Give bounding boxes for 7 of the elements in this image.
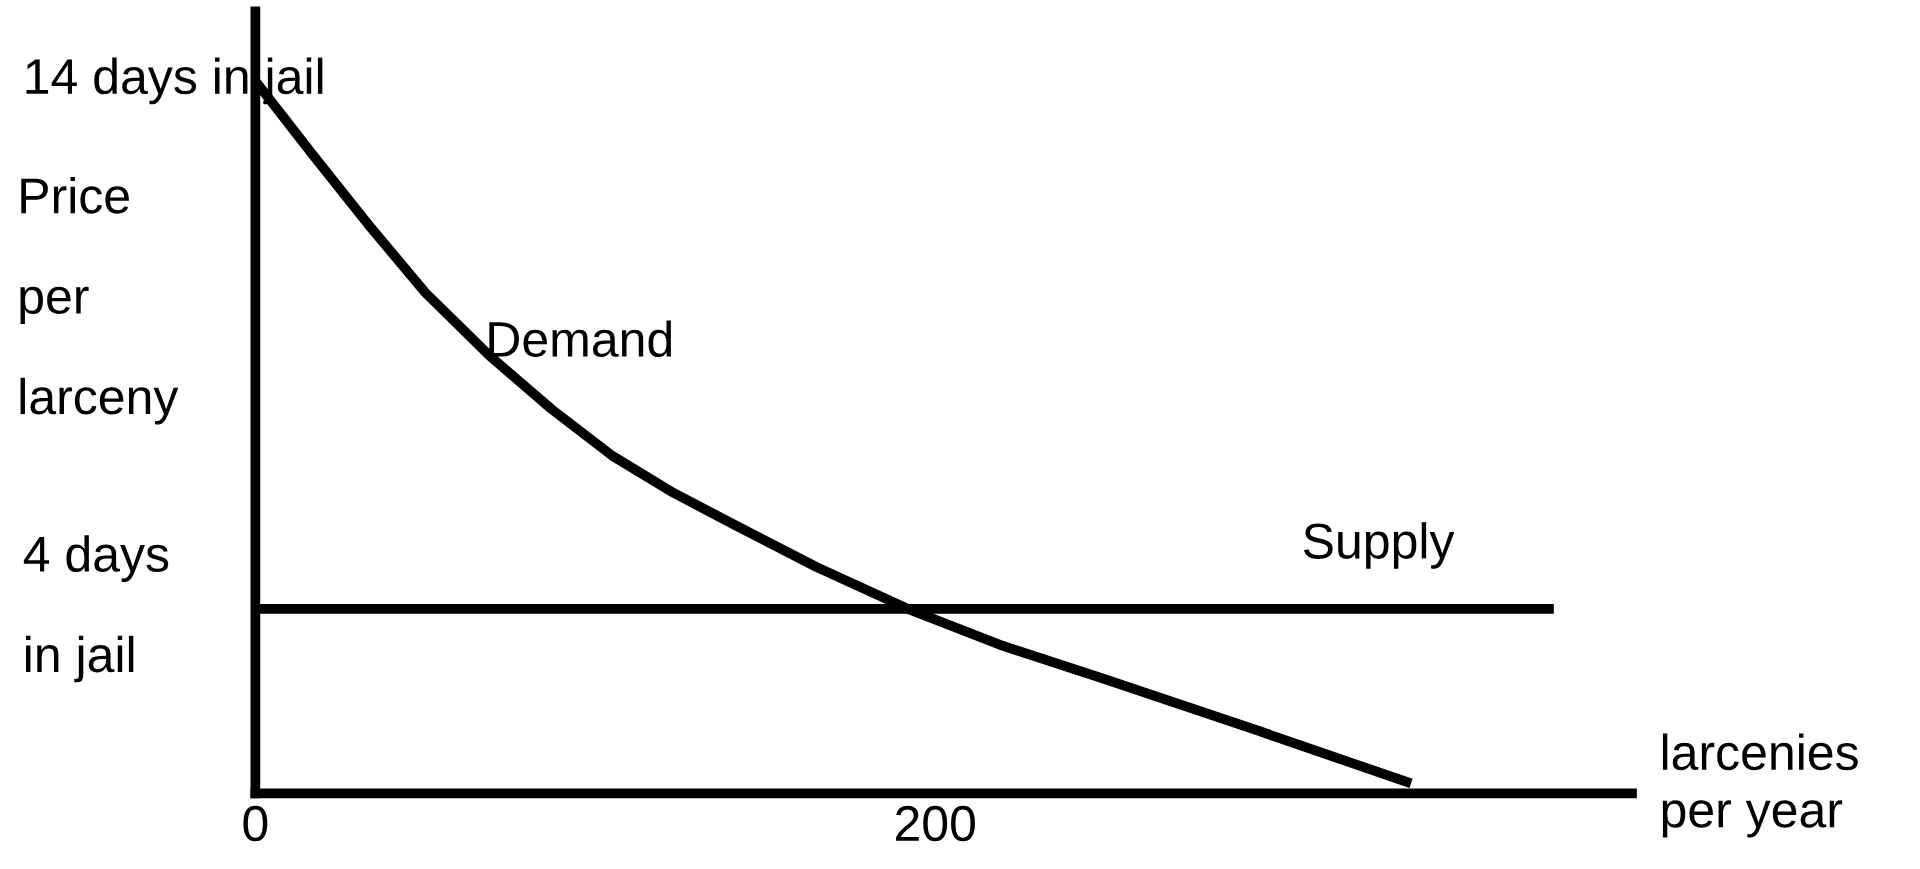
x-tick-label: 0 xyxy=(243,805,268,842)
text: Price per larceny xyxy=(20,176,179,425)
x-tick-label: 200 xyxy=(895,805,975,842)
x-axis-title: larcenies per year xyxy=(1662,733,1858,838)
annotation: Supply xyxy=(1303,522,1455,569)
annotation: Demand xyxy=(489,320,672,358)
text: 4 days in jail xyxy=(23,535,169,683)
